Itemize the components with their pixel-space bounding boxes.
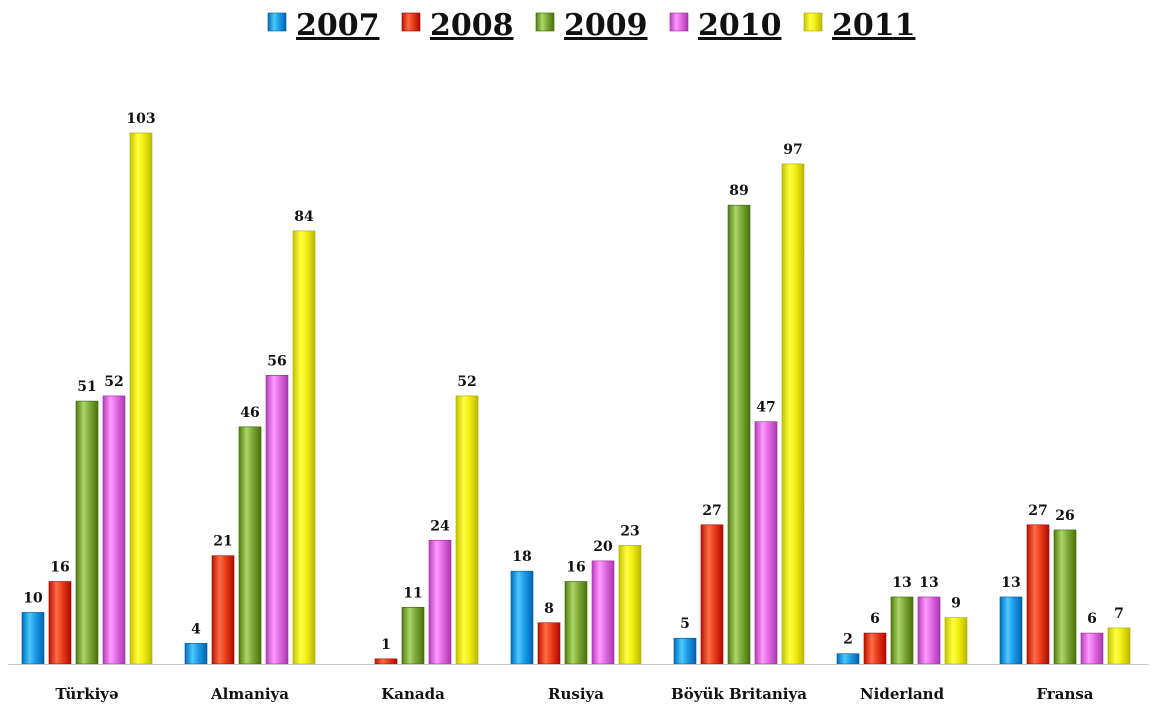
bar-2008-niderland [864, 633, 886, 664]
value-label-2007-niderland: 2 [843, 632, 853, 648]
legend-label-2010: 2010 [698, 8, 782, 43]
bar-2010-boyuk-britaniya [755, 422, 777, 664]
category-label-almaniya: Almaniya [210, 685, 289, 703]
bar-2007-fransa [1000, 597, 1022, 664]
value-label-2009-fransa: 26 [1055, 508, 1074, 524]
legend-swatch-2007 [268, 13, 286, 31]
bar-2010-turkiy [103, 396, 125, 664]
value-label-2009-boyuk-britaniya: 89 [729, 183, 748, 199]
bar-2011-boyuk-britaniya [782, 164, 804, 664]
value-label-2008-niderland: 6 [870, 611, 880, 627]
bar-2011-almaniya [293, 231, 315, 664]
legend-swatch-2011 [804, 13, 822, 31]
value-label-2008-turkiy: 16 [50, 560, 69, 576]
bar-2007-boyuk-britaniya [674, 638, 696, 664]
bar-2008-turkiy [49, 582, 71, 664]
bar-2007-almaniya [185, 643, 207, 664]
bar-2008-almaniya [212, 556, 234, 664]
value-label-2010-niderland: 13 [919, 575, 938, 591]
value-label-2009-kanada: 11 [403, 585, 422, 601]
value-label-2009-niderland: 13 [892, 575, 911, 591]
value-label-2007-boyuk-britaniya: 5 [680, 616, 690, 632]
value-label-2007-fransa: 13 [1001, 575, 1020, 591]
legend: 2007 2008 2009 2010 2011 [268, 8, 916, 43]
bar-2008-fransa [1027, 525, 1049, 664]
bar-2010-fransa [1081, 633, 1103, 664]
legend-label-2011: 2011 [832, 8, 916, 43]
bar-2010-rusiya [592, 561, 614, 664]
value-label-2010-boyuk-britaniya: 47 [756, 400, 775, 416]
bar-2010-kanada [429, 540, 451, 664]
value-label-2010-rusiya: 20 [593, 539, 613, 555]
legend-swatch-2008 [402, 13, 420, 31]
legend-swatch-2010 [670, 13, 688, 31]
bar-2009-almaniya [239, 427, 261, 664]
bar-2011-turkiy [130, 133, 152, 664]
bar-2011-kanada [456, 396, 478, 664]
category-label-turkiy: Türkiyə [55, 685, 118, 703]
bar-2011-rusiya [619, 545, 641, 664]
value-label-2008-rusiya: 8 [544, 601, 554, 617]
legend-label-2007: 2007 [296, 8, 380, 43]
bar-2010-niderland [918, 597, 940, 664]
bar-2009-rusiya [565, 582, 587, 664]
value-label-2011-boyuk-britaniya: 97 [783, 142, 802, 158]
bar-2011-fransa [1108, 628, 1130, 664]
value-label-2011-fransa: 7 [1114, 606, 1124, 622]
category-label-fransa: Fransa [1036, 685, 1093, 703]
value-label-2008-almaniya: 21 [213, 534, 232, 550]
bar-2008-rusiya [538, 623, 560, 664]
value-label-2011-turkiy: 103 [126, 111, 155, 127]
value-label-2007-turkiy: 10 [23, 590, 43, 606]
bars [22, 133, 1130, 664]
value-label-2011-niderland: 9 [951, 596, 961, 612]
value-label-2010-kanada: 24 [430, 518, 450, 534]
category-labels: Türkiyə Almaniya Kanada Rusiya Böyük Britani… [55, 685, 1093, 703]
category-label-rusiya: Rusiya [548, 685, 604, 703]
bar-2009-niderland [891, 597, 913, 664]
value-label-2008-fransa: 27 [1028, 503, 1047, 519]
bar-2007-rusiya [511, 571, 533, 664]
bar-2008-boyuk-britaniya [701, 525, 723, 664]
value-label-2010-turkiy: 52 [104, 374, 123, 390]
value-label-2011-rusiya: 23 [620, 523, 639, 539]
value-label-2010-almaniya: 56 [267, 353, 286, 369]
value-label-2009-almaniya: 46 [240, 405, 259, 421]
category-label-niderland: Niderland [860, 685, 945, 703]
value-label-2011-kanada: 52 [457, 374, 476, 390]
bar-2009-kanada [402, 607, 424, 664]
legend-label-2008: 2008 [430, 8, 514, 43]
legend-swatch-2009 [536, 13, 554, 31]
value-label-2009-rusiya: 16 [566, 560, 585, 576]
bar-2010-almaniya [266, 375, 288, 664]
value-label-2009-turkiy: 51 [77, 379, 96, 395]
value-label-2008-kanada: 1 [381, 637, 391, 653]
bar-2009-boyuk-britaniya [728, 205, 750, 664]
value-label-2007-rusiya: 18 [512, 549, 531, 565]
bar-2008-kanada [375, 659, 397, 664]
value-label-2008-boyuk-britaniya: 27 [702, 503, 721, 519]
legend-label-2009: 2009 [564, 8, 648, 43]
bar-2009-fransa [1054, 530, 1076, 664]
bar-2011-niderland [945, 618, 967, 664]
bar-2007-niderland [837, 654, 859, 664]
value-label-2010-fransa: 6 [1087, 611, 1097, 627]
bar-2007-turkiy [22, 612, 44, 664]
value-label-2007-almaniya: 4 [191, 621, 201, 637]
bar-2009-turkiy [76, 401, 98, 664]
value-label-2011-almaniya: 84 [294, 209, 314, 225]
category-label-kanada: Kanada [381, 685, 445, 703]
category-label-boyuk-britaniya: Böyük Britaniya [671, 685, 807, 703]
